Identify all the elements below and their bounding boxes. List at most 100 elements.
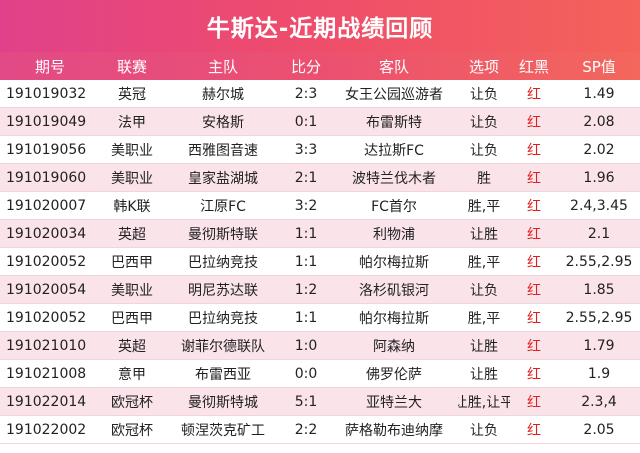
- cell-home-team: 明尼苏达联: [188, 282, 258, 299]
- cell-away-team: 达拉斯FC: [364, 142, 424, 159]
- cell-score: 5:1: [294, 393, 318, 410]
- col-score: 比分: [290, 57, 321, 76]
- cell-option: 胜,平: [467, 310, 501, 327]
- cell-score: 3:3: [294, 141, 318, 158]
- cell-result: 红: [527, 226, 541, 243]
- cell-result: 红: [527, 394, 541, 411]
- cell-sp-value: 2.55,2.95: [565, 309, 633, 326]
- cell-sp-value: 1.96: [583, 169, 615, 186]
- cell-away-team: 布雷斯特: [366, 114, 422, 131]
- table-row: 191020052 巴西甲 巴拉纳竞技 1:1 帕尔梅拉斯 胜,平 红 2.55,2.95: [0, 248, 640, 276]
- col-home-team: 主队: [207, 57, 238, 76]
- cell-option: 让负: [470, 142, 498, 159]
- cell-league: 意甲: [118, 366, 146, 383]
- cell-issue-number: 191022014: [6, 393, 87, 410]
- cell-sp-value: 2.3,4: [581, 393, 617, 410]
- cell-result: 红: [527, 422, 541, 439]
- cell-option: 让负: [470, 114, 498, 131]
- cell-option: 胜: [477, 170, 491, 187]
- cell-score: 1:1: [294, 225, 318, 242]
- cell-score: 1:1: [294, 253, 318, 270]
- cell-league: 巴西甲: [111, 310, 153, 327]
- cell-issue-number: 191021008: [6, 365, 87, 382]
- col-away-team: 客队: [378, 57, 409, 76]
- cell-option: 让负: [470, 422, 498, 439]
- cell-sp-value: 1.49: [583, 85, 615, 102]
- cell-sp-value: 1.85: [583, 281, 615, 298]
- cell-result: 红: [527, 310, 541, 327]
- cell-sp-value: 1.79: [583, 337, 615, 354]
- cell-option: 让胜,让平: [458, 394, 510, 411]
- cell-home-team: 赫尔城: [202, 86, 244, 103]
- table-row: 191019032 英冠 赫尔城 2:3 女王公园巡游者 让负 红 1.49: [0, 80, 640, 108]
- cell-away-team: 佛罗伦萨: [366, 366, 422, 383]
- table-row: 191019049 法甲 安格斯 0:1 布雷斯特 让负 红 2.08: [0, 108, 640, 136]
- cell-home-team: 江原FC: [200, 198, 246, 215]
- cell-issue-number: 191020052: [6, 309, 87, 326]
- cell-issue-number: 191019032: [6, 85, 87, 102]
- cell-score: 0:0: [294, 365, 318, 382]
- cell-score: 1:1: [294, 309, 318, 326]
- cell-league: 巴西甲: [111, 254, 153, 271]
- cell-result: 红: [527, 338, 541, 355]
- cell-sp-value: 1.9: [587, 365, 611, 382]
- cell-result: 红: [527, 366, 541, 383]
- cell-result: 红: [527, 282, 541, 299]
- cell-result: 红: [527, 254, 541, 271]
- cell-away-team: 女王公园巡游者: [345, 86, 443, 103]
- cell-home-team: 西雅图音速: [188, 142, 258, 159]
- cell-league: 美职业: [111, 142, 153, 159]
- cell-home-team: 曼彻斯特城: [188, 394, 258, 411]
- table-row: 191020034 英超 曼彻斯特联 1:1 利物浦 让胜 红 2.1: [0, 220, 640, 248]
- cell-issue-number: 191020052: [6, 253, 87, 270]
- cell-away-team: 阿森纳: [373, 338, 415, 355]
- col-league: 联赛: [116, 57, 147, 76]
- cell-issue-number: 191020034: [6, 225, 87, 242]
- cell-sp-value: 2.05: [583, 421, 615, 438]
- cell-away-team: 波特兰伐木者: [352, 170, 436, 187]
- cell-option: 让负: [470, 86, 498, 103]
- cell-sp-value: 2.1: [587, 225, 611, 242]
- cell-league: 韩K联: [113, 198, 151, 215]
- cell-away-team: 萨格勒布迪纳摩: [345, 422, 443, 439]
- cell-issue-number: 191019060: [6, 169, 87, 186]
- cell-sp-value: 2.08: [583, 113, 615, 130]
- cell-result: 红: [527, 198, 541, 215]
- cell-option: 胜,平: [467, 254, 501, 271]
- cell-result: 红: [527, 86, 541, 103]
- col-option: 选项: [468, 57, 499, 76]
- cell-home-team: 布雷西亚: [195, 366, 251, 383]
- cell-sp-value: 2.02: [583, 141, 615, 158]
- cell-issue-number: 191019056: [6, 141, 87, 158]
- cell-option: 让胜: [470, 366, 498, 383]
- cell-away-team: 帕尔梅拉斯: [359, 310, 429, 327]
- cell-sp-value: 2.55,2.95: [565, 253, 633, 270]
- cell-away-team: 帕尔梅拉斯: [359, 254, 429, 271]
- page-title: 牛斯达-近期战绩回顾: [0, 0, 640, 52]
- table-row: 191020054 美职业 明尼苏达联 1:2 洛杉矶银河 让负 红 1.85: [0, 276, 640, 304]
- cell-home-team: 巴拉纳竞技: [188, 254, 258, 271]
- cell-option: 让胜: [470, 338, 498, 355]
- cell-score: 1:0: [294, 337, 318, 354]
- cell-option: 让胜: [470, 226, 498, 243]
- cell-score: 3:2: [294, 197, 318, 214]
- cell-league: 美职业: [111, 170, 153, 187]
- cell-issue-number: 191020054: [6, 281, 87, 298]
- cell-home-team: 谢菲尔德联队: [181, 338, 265, 355]
- cell-option: 胜,平: [467, 198, 501, 215]
- cell-home-team: 安格斯: [202, 114, 244, 131]
- cell-home-team: 顿涅茨克矿工: [181, 422, 265, 439]
- table-row: 191021010 英超 谢菲尔德联队 1:0 阿森纳 让胜 红 1.79: [0, 332, 640, 360]
- cell-sp-value: 2.4,3.45: [570, 197, 628, 214]
- cell-league: 美职业: [111, 282, 153, 299]
- cell-league: 欧冠杯: [111, 394, 153, 411]
- cell-issue-number: 191022002: [6, 421, 87, 438]
- cell-away-team: 亚特兰大: [366, 394, 422, 411]
- cell-score: 1:2: [294, 281, 318, 298]
- cell-score: 2:3: [294, 85, 318, 102]
- cell-option: 让负: [470, 282, 498, 299]
- col-sp-value: SP值: [582, 57, 616, 76]
- cell-league: 英超: [118, 226, 146, 243]
- table-header: 期号 联赛 主队 比分 客队 选项 红黑 SP值: [0, 52, 640, 80]
